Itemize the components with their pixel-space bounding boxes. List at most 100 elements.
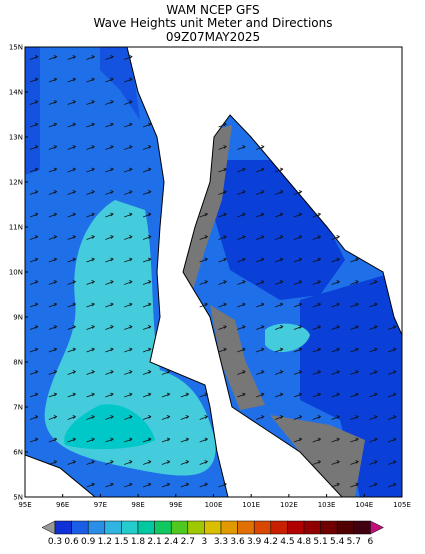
- colorbar-label: 4.8: [297, 537, 312, 547]
- colorbar-end: [41, 520, 56, 535]
- arrow: [331, 347, 340, 353]
- lon-label: 98E: [131, 501, 144, 509]
- map-area: [25, 47, 402, 497]
- arrow: [256, 167, 265, 173]
- arrow: [388, 370, 397, 375]
- arrow: [369, 347, 378, 353]
- arrow: [48, 302, 58, 308]
- colorbar-label: 2.7: [181, 537, 195, 547]
- colorbar-end: [370, 520, 384, 535]
- colorbar-label: 2.4: [164, 537, 179, 547]
- arrow: [29, 145, 39, 150]
- arrow: [331, 302, 340, 308]
- arrow: [48, 190, 58, 195]
- arrow: [67, 392, 76, 398]
- colorbar-label: 3.9: [247, 537, 262, 547]
- lon-label: 103E: [318, 501, 336, 509]
- arrow: [331, 370, 340, 375]
- arrow: [331, 257, 340, 263]
- colorbar-box: [270, 520, 288, 535]
- arrow: [274, 302, 284, 308]
- arrow: [180, 437, 190, 443]
- arrow: [312, 212, 321, 218]
- arrow: [199, 460, 208, 465]
- arrow: [312, 347, 321, 353]
- lat-label: 9N: [13, 314, 23, 322]
- arrow: [105, 100, 114, 105]
- arrow: [199, 437, 208, 443]
- arrow: [312, 392, 321, 398]
- arrow: [274, 280, 284, 285]
- arrow: [67, 190, 76, 195]
- arrow: [124, 167, 133, 173]
- arrow: [105, 325, 114, 330]
- arrow: [293, 235, 303, 240]
- arrow: [86, 77, 95, 83]
- colorbar: 0.3 0.6 0.9 1.2 1.5 1.8 2.1 2.4 2.7 3 3.3 3.6 3.9 4.2…: [41, 520, 384, 547]
- arrow: [369, 325, 378, 330]
- arrow: [388, 460, 397, 465]
- colorbar-label: 3.6: [230, 537, 245, 547]
- arrow: [142, 415, 152, 420]
- arrow: [105, 167, 114, 173]
- arrow: [86, 482, 95, 488]
- arrow: [105, 77, 114, 83]
- arrow: [124, 437, 133, 443]
- colorbar-box: [121, 520, 139, 535]
- arrow: [237, 325, 246, 330]
- lat-label: 12N: [9, 179, 23, 187]
- arrow: [67, 437, 76, 443]
- arrow: [388, 415, 397, 420]
- colorbar-box: [54, 520, 72, 535]
- arrow: [105, 347, 114, 353]
- arrow: [67, 460, 76, 465]
- arrow: [218, 347, 227, 353]
- arrow: [67, 100, 76, 105]
- arrow: [218, 145, 227, 150]
- arrow: [142, 460, 152, 465]
- colorbar-label: 6: [368, 537, 374, 547]
- arrow: [350, 415, 359, 420]
- colorbar-box: [204, 520, 222, 535]
- arrow: [86, 460, 95, 465]
- arrow: [312, 460, 321, 465]
- colorbar-box: [87, 520, 106, 535]
- lat-label: 6N: [13, 449, 23, 457]
- arrow: [388, 482, 397, 488]
- arrow: [369, 392, 378, 398]
- arrow: [256, 145, 265, 150]
- arrow: [124, 100, 133, 105]
- arrow: [67, 302, 76, 308]
- arrow: [312, 325, 321, 330]
- arrow: [180, 460, 190, 465]
- colorbar-label: 0.3: [48, 537, 62, 547]
- arrow: [180, 482, 190, 488]
- arrow: [86, 100, 95, 105]
- arrow: [331, 482, 340, 488]
- arrow: [86, 347, 95, 353]
- arrow: [29, 280, 39, 285]
- arrow: [256, 347, 265, 353]
- arrow: [142, 145, 152, 150]
- arrow: [369, 302, 378, 308]
- arrow: [331, 460, 340, 465]
- arrow: [105, 370, 114, 375]
- arrow: [29, 212, 39, 218]
- arrow: [237, 392, 246, 398]
- arrow: [237, 347, 246, 353]
- arrow: [124, 325, 133, 330]
- arrow: [274, 190, 284, 195]
- lat-label: 10N: [9, 269, 23, 277]
- colorbar-label: 0.6: [64, 537, 79, 547]
- colorbar-box: [336, 520, 355, 535]
- arrow: [29, 392, 39, 398]
- arrow: [67, 325, 76, 330]
- arrow: [331, 280, 340, 285]
- arrow: [105, 122, 114, 128]
- arrow: [48, 460, 58, 465]
- colorbar-box: [353, 520, 371, 535]
- arrow: [237, 212, 246, 218]
- wave-zone: [64, 404, 155, 450]
- colorbar-box: [253, 520, 272, 535]
- arrow: [293, 302, 303, 308]
